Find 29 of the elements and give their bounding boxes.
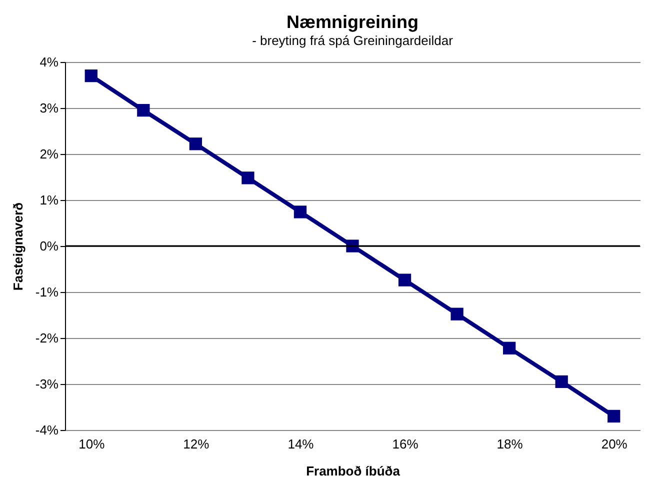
y-tick-label: -2% [35,330,59,346]
y-tick-label: 4% [40,54,59,70]
point [450,308,464,320]
point [137,104,150,117]
x-tick-label: 14% [288,436,314,452]
x-axis-title: Framboð íbúða [306,464,401,478]
y-axis-title: Fasteignaverð [10,202,26,291]
point [294,206,307,218]
y-tick-label: -4% [35,422,59,438]
point [555,375,568,388]
y-tick-label: 2% [40,146,59,162]
point [502,342,516,354]
x-tick-label: 16% [392,436,419,452]
chart-title: Næmnigreining [286,12,419,32]
point [84,69,98,82]
x-tick-label: 20% [601,436,628,452]
x-tick-label: 12% [183,436,210,452]
x-tick-label: 18% [496,436,524,452]
y-tick-label: -3% [35,376,59,392]
point [189,138,202,150]
point [608,410,620,423]
chart-subtitle: - breyting frá spá Greiningardeildar [252,33,454,48]
point [242,172,254,184]
y-tick-label: -1% [35,284,59,300]
point [398,274,412,286]
y-tick-label: 0% [40,238,59,254]
y-tick-label: 3% [40,100,59,116]
x-tick-label: 10% [78,436,106,452]
y-tick-label: 1% [40,192,59,208]
